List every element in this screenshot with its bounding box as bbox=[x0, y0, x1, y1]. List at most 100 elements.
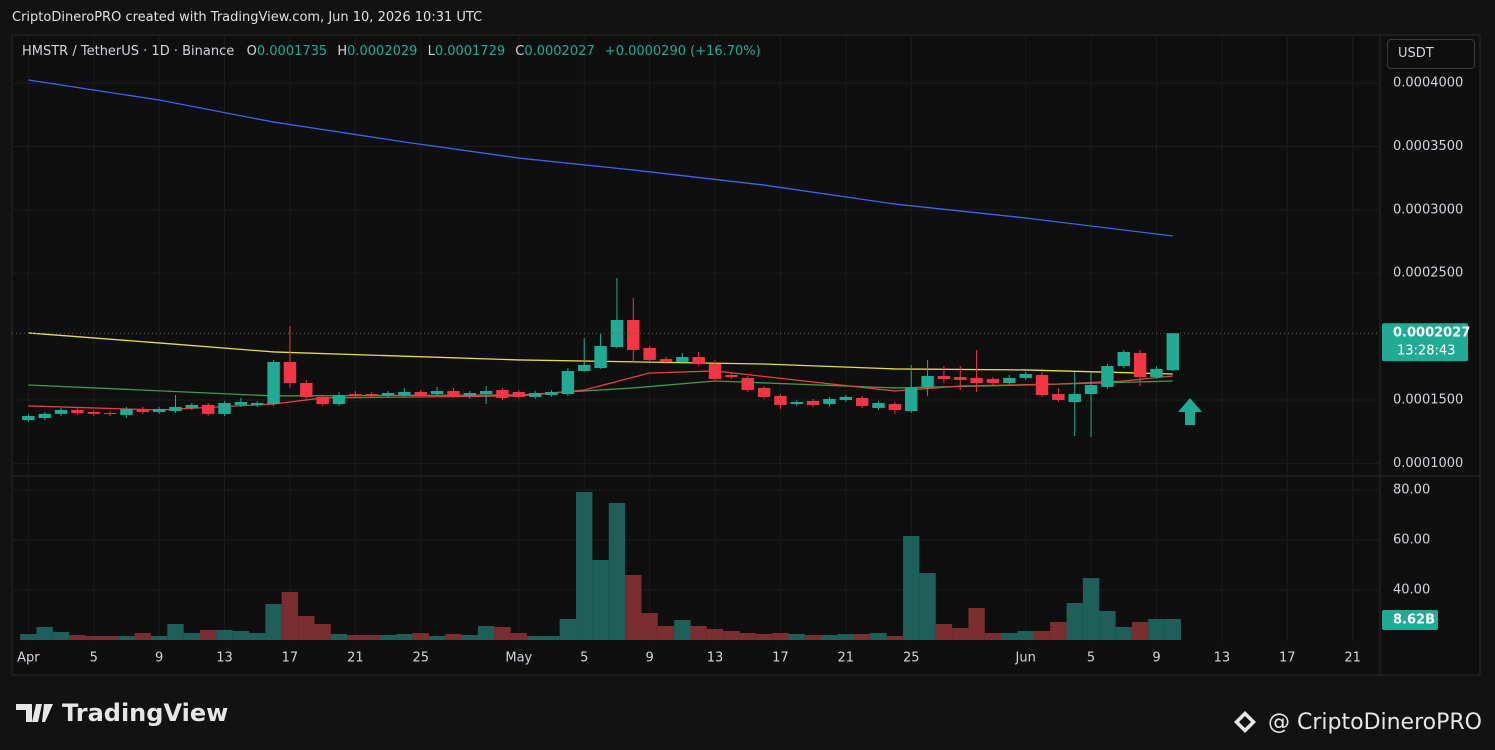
x-tick-label: 5 bbox=[90, 651, 98, 666]
volume-bar bbox=[1082, 578, 1100, 640]
candle-body bbox=[708, 363, 722, 379]
candle-body bbox=[381, 393, 395, 396]
y-tick-label: 0.0002500 bbox=[1393, 266, 1463, 281]
candle-body bbox=[954, 377, 967, 380]
x-tick-label: 21 bbox=[347, 651, 364, 666]
volume-bar bbox=[118, 636, 135, 640]
candle-body bbox=[905, 387, 918, 412]
candle-body bbox=[300, 382, 313, 397]
volume-bar bbox=[1131, 622, 1149, 640]
volume-bar bbox=[625, 575, 642, 640]
candle-body bbox=[22, 415, 35, 420]
legend: HMSTR / TetherUS · 1D · Binance O0.00017… bbox=[22, 44, 767, 59]
x-tick-label: 9 bbox=[645, 651, 653, 666]
volume-bar bbox=[755, 634, 773, 640]
tradingview-logo bbox=[16, 704, 53, 722]
ohlc-value: 0.0001729 bbox=[434, 44, 506, 59]
volume-bar bbox=[1050, 622, 1067, 640]
candle-body bbox=[447, 390, 460, 396]
volume-bar bbox=[772, 633, 789, 640]
volume-tick-label: 60.00 bbox=[1393, 533, 1430, 548]
volume-bar bbox=[510, 633, 528, 640]
volume-bar bbox=[183, 633, 201, 640]
candle-body bbox=[774, 395, 787, 405]
candle-body bbox=[1133, 352, 1147, 378]
candle-body bbox=[349, 394, 362, 396]
candle-body bbox=[71, 409, 84, 414]
volume-bar bbox=[706, 629, 724, 640]
volume-bar bbox=[216, 630, 233, 640]
volume-bar bbox=[674, 620, 691, 640]
volume-bar bbox=[298, 616, 315, 640]
candle-body bbox=[103, 413, 117, 415]
volume-bar bbox=[232, 631, 250, 640]
candle-body bbox=[986, 378, 1000, 383]
candle-body bbox=[1150, 368, 1163, 378]
candle-body bbox=[234, 402, 248, 405]
candle-body bbox=[757, 387, 771, 397]
candle-body bbox=[872, 403, 885, 408]
candle-body bbox=[463, 393, 476, 396]
candle-body bbox=[855, 397, 869, 406]
volume-bar bbox=[363, 635, 380, 640]
volume-bar bbox=[1164, 619, 1181, 640]
x-tick-label: Apr bbox=[17, 651, 40, 666]
candle-body bbox=[970, 377, 983, 383]
candle-body bbox=[120, 408, 133, 415]
x-tick-label: Jun bbox=[1015, 651, 1036, 666]
symbol-title: HMSTR / TetherUS · 1D · Binance bbox=[22, 44, 235, 59]
candle-body bbox=[528, 393, 542, 397]
volume-tick-label: 40.00 bbox=[1393, 583, 1430, 598]
volume-bar bbox=[641, 613, 658, 640]
moving-average bbox=[28, 332, 1173, 375]
ohlc-key: L bbox=[427, 44, 435, 59]
x-tick-label: 17 bbox=[282, 651, 299, 666]
volume-bar bbox=[36, 627, 53, 640]
x-tick-label: 21 bbox=[1344, 651, 1361, 666]
candle-body bbox=[839, 396, 853, 400]
candle-body bbox=[332, 395, 346, 405]
volume-label: 8.62B bbox=[1393, 613, 1435, 628]
volume-bar bbox=[167, 624, 184, 640]
volume-box bbox=[1382, 610, 1438, 630]
candle-body bbox=[1035, 375, 1049, 396]
x-tick-label: May bbox=[505, 651, 532, 666]
candle-body bbox=[1003, 377, 1016, 383]
volume-bar bbox=[968, 608, 985, 640]
candle-body bbox=[1019, 373, 1032, 378]
last-price-label: 0.0002027 bbox=[1393, 326, 1470, 341]
candle-body bbox=[545, 391, 558, 396]
volume-bar bbox=[608, 503, 626, 640]
volume-bar bbox=[412, 633, 429, 640]
volume-bar bbox=[739, 633, 756, 640]
candle-body bbox=[921, 376, 934, 387]
volume-bar bbox=[657, 626, 675, 640]
volume-bar bbox=[1017, 631, 1034, 640]
volume-bar bbox=[592, 560, 609, 640]
x-tick-label: 9 bbox=[1152, 651, 1160, 666]
volume-bar bbox=[788, 634, 805, 640]
volume-bar bbox=[69, 635, 86, 640]
volume-bar bbox=[723, 631, 740, 640]
x-tick-label: 9 bbox=[155, 651, 163, 666]
volume-bar bbox=[461, 635, 478, 640]
volume-bar bbox=[1001, 633, 1018, 640]
binance-icon bbox=[1234, 711, 1256, 733]
currency-button[interactable]: USDT bbox=[1387, 39, 1475, 69]
y-tick-label: 0.0001500 bbox=[1393, 392, 1463, 407]
y-tick-label: 0.0001000 bbox=[1393, 456, 1463, 471]
ohlc-value: 0.0001735 bbox=[256, 44, 328, 59]
candle-body bbox=[725, 375, 738, 378]
candle-body bbox=[578, 365, 591, 371]
up-arrow-icon bbox=[1178, 398, 1202, 425]
candle-body bbox=[136, 408, 150, 413]
x-tick-label: 5 bbox=[580, 651, 588, 666]
candle-body bbox=[54, 409, 68, 414]
marks bbox=[12, 79, 1380, 640]
candle-body bbox=[496, 389, 509, 398]
volume-bar bbox=[347, 635, 364, 640]
y-tick-label: 0.0003000 bbox=[1393, 202, 1463, 217]
volume-bar bbox=[1099, 611, 1116, 640]
volume-bar bbox=[52, 632, 70, 640]
